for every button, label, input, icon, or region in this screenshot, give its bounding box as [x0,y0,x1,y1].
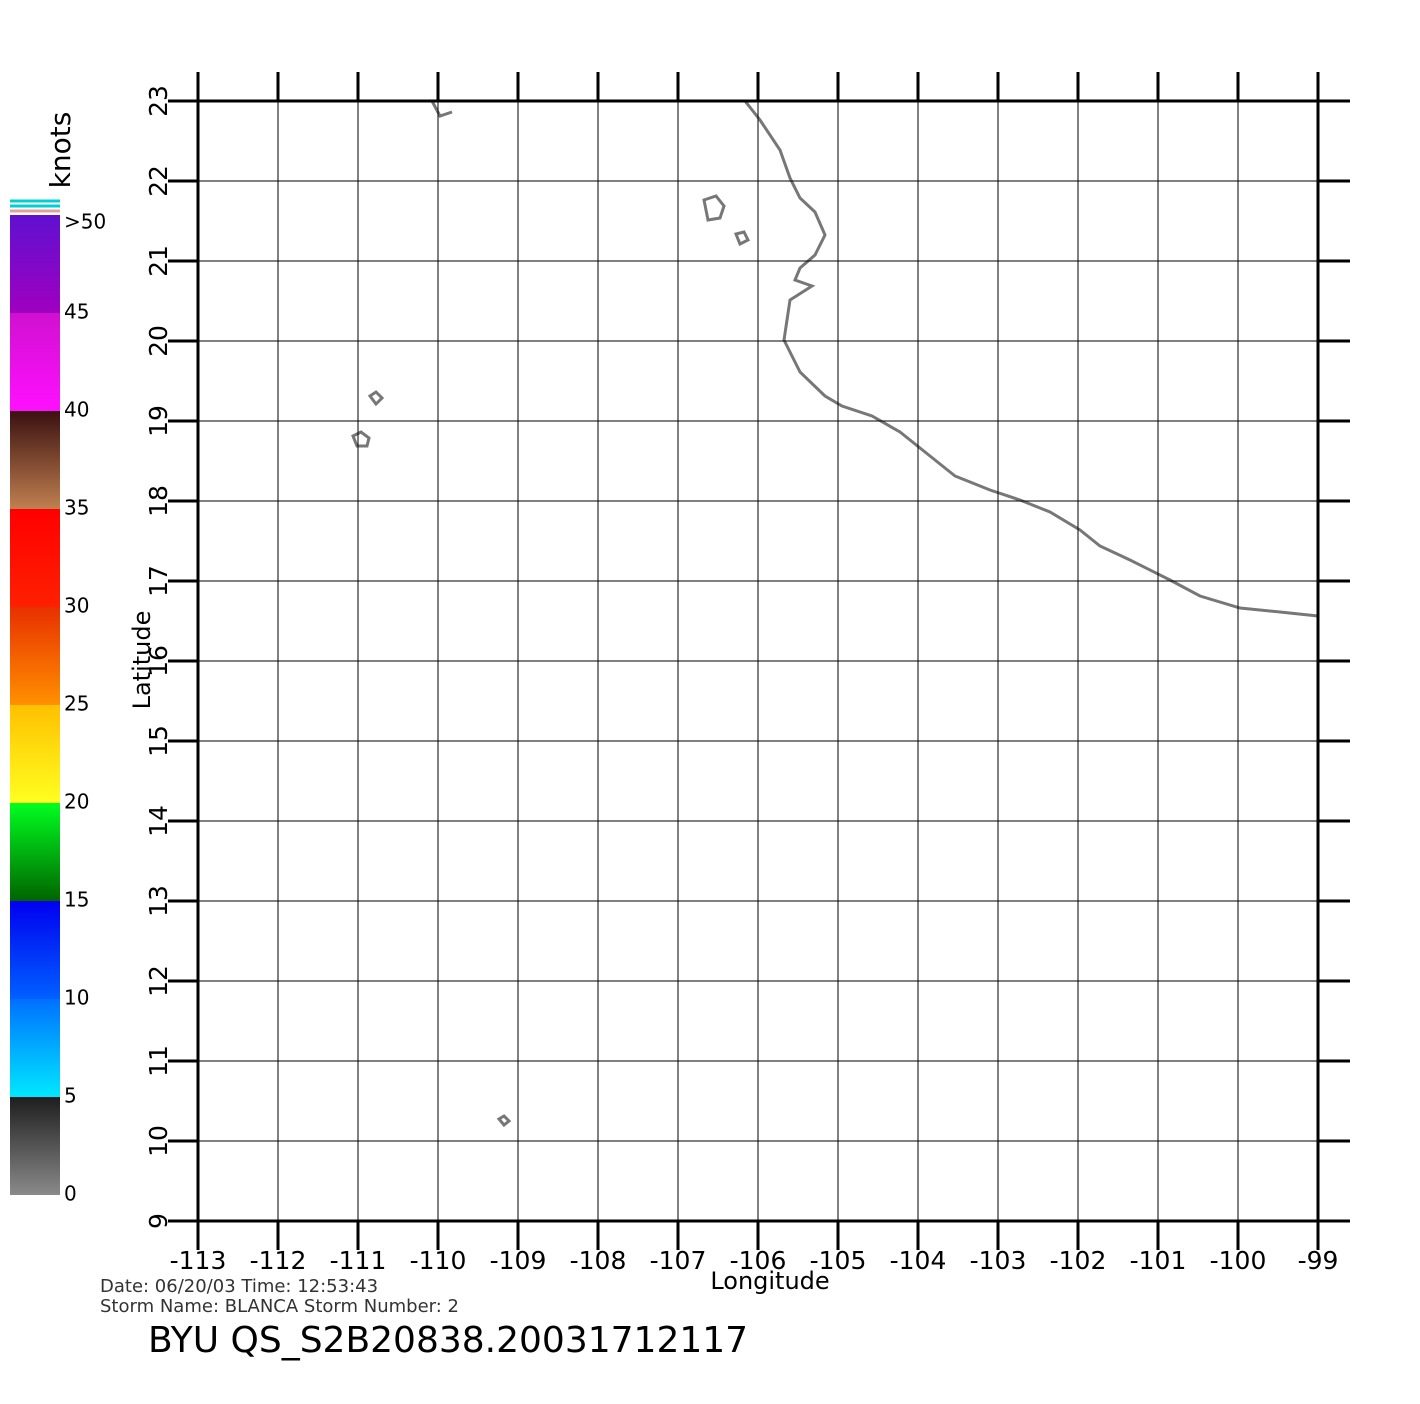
colorbar-segment [10,215,60,313]
y-tick-label: 15 [144,725,173,757]
date-line: Date: 06/20/03 Time: 12:53:43 [100,1276,378,1297]
y-tick-label: 23 [144,85,173,117]
colorbar-label: 20 [64,790,89,814]
colorbar-segment [10,313,60,411]
x-tick-label: -107 [650,1246,707,1275]
y-tick-label: 13 [144,885,173,917]
colorbar-label: 10 [64,986,89,1010]
x-tick-label: -110 [410,1246,467,1275]
colorbar-segment [10,803,60,901]
x-tick-label: -112 [250,1246,307,1275]
x-tick-label: -109 [490,1246,547,1275]
y-tick-label: 17 [144,565,173,597]
product-id: BYU QS_S2B20838.20031712117 [148,1320,748,1361]
y-tick-label: 18 [144,485,173,517]
colorbar-label: 15 [64,888,89,912]
colorbar-title: knots [44,112,77,189]
x-tick-label: -111 [330,1246,387,1275]
colorbar-label: 40 [64,398,89,422]
colorbar-segment [10,509,60,607]
colorbar-segment [10,999,60,1097]
storm-line: Storm Name: BLANCA Storm Number: 2 [100,1296,459,1317]
x-tick-label: -108 [570,1246,627,1275]
colorbar-segment [10,705,60,803]
colorbar-segment [10,1097,60,1195]
plot-frame [196,99,1320,1223]
y-tick-label: 22 [144,165,173,197]
coastline [351,100,1319,1128]
y-tick-label: 9 [144,1213,173,1229]
y-tick-label: 16 [144,645,173,677]
colorbar-label: 0 [64,1182,77,1206]
colorbar-label: 30 [64,594,89,618]
x-tick-label: -102 [1050,1246,1107,1275]
colorbar-segment [10,607,60,705]
y-tick-label: 20 [144,325,173,357]
y-tick-label: 11 [144,1045,173,1077]
colorbar-segment [10,411,60,509]
x-tick-label: -106 [730,1246,787,1275]
colorbar-segment [10,901,60,999]
y-tick-label: 14 [144,805,173,837]
y-tick-label: 10 [144,1125,173,1157]
colorbar-cap [10,199,60,213]
x-tick-label: -99 [1298,1246,1339,1275]
colorbar-label: >50 [64,210,106,234]
colorbar-label: 35 [64,496,89,520]
x-tick-label: -113 [170,1246,227,1275]
x-tick-label: -103 [970,1246,1027,1275]
colorbar-label: 5 [64,1084,77,1108]
colorbar-label: 25 [64,692,89,716]
colorbar-label: 45 [64,300,89,324]
x-tick-label: -105 [810,1246,867,1275]
y-tick-label: 12 [144,965,173,997]
y-tick-label: 21 [144,245,173,277]
x-tick-label: -101 [1130,1246,1187,1275]
x-axis-label: Longitude [710,1267,829,1295]
x-tick-label: -100 [1210,1246,1267,1275]
y-tick-label: 19 [144,405,173,437]
x-tick-label: -104 [890,1246,947,1275]
y-axis-label: Latitude [128,611,156,710]
